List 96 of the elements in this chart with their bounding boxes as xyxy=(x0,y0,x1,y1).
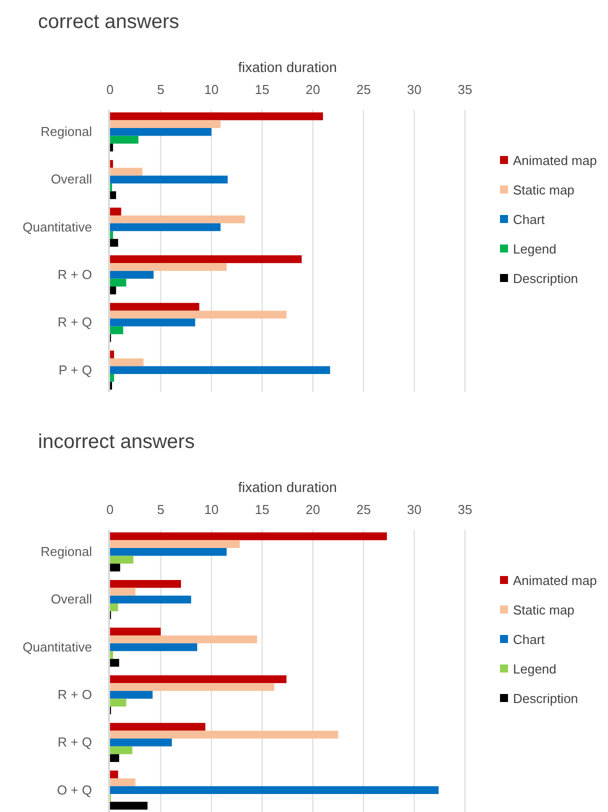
x-tick-label: 15 xyxy=(254,82,270,97)
bar xyxy=(110,603,118,612)
bar xyxy=(110,635,258,644)
bar xyxy=(110,255,302,264)
bar xyxy=(110,191,116,200)
y-tick-label: Quantitative xyxy=(22,219,92,234)
x-tick-label: 25 xyxy=(356,82,371,97)
bar xyxy=(110,596,192,604)
y-tick-label: Overall xyxy=(50,592,92,607)
x-tick-label: 5 xyxy=(157,502,164,517)
bar xyxy=(110,683,274,691)
legend-label: Static map xyxy=(513,602,574,618)
legend-label: Description xyxy=(513,691,578,706)
bar xyxy=(110,302,200,311)
bar xyxy=(110,278,126,287)
bar xyxy=(110,588,136,596)
bar xyxy=(110,722,206,731)
bar xyxy=(110,120,221,128)
bar xyxy=(110,651,114,659)
bar xyxy=(110,580,181,588)
x-tick-label: 15 xyxy=(254,502,270,517)
bar xyxy=(110,778,136,786)
bar xyxy=(110,215,245,224)
bar xyxy=(110,786,439,794)
x-tick-label: 10 xyxy=(204,82,219,97)
bar xyxy=(110,738,172,746)
bar xyxy=(110,690,153,699)
x-axis-title: fixation duration xyxy=(238,59,337,75)
bar xyxy=(110,238,118,247)
x-tick-label: 20 xyxy=(306,502,320,517)
legend-label: Animated map xyxy=(513,153,597,168)
x-tick-label: 0 xyxy=(106,82,114,97)
bar xyxy=(110,176,228,184)
bar xyxy=(110,548,227,556)
bar xyxy=(110,160,114,168)
x-tick-label: 0 xyxy=(106,502,114,517)
bar xyxy=(110,231,114,239)
bar xyxy=(110,628,161,636)
bar xyxy=(110,358,144,366)
y-tick-label: Quantitative xyxy=(22,639,92,654)
y-tick-label: Regional xyxy=(40,544,92,560)
y-tick-label: R + O xyxy=(58,266,92,282)
bar xyxy=(110,263,227,271)
x-tick-label: 30 xyxy=(407,82,422,97)
x-tick-label: 10 xyxy=(204,502,219,517)
bar xyxy=(110,270,154,279)
legend-label: Legend xyxy=(513,242,556,256)
bar xyxy=(110,770,118,778)
x-tick-label: 30 xyxy=(407,502,422,517)
x-axis-title: fixation duration xyxy=(238,479,337,495)
bar xyxy=(110,540,240,548)
bar xyxy=(110,730,338,739)
x-tick-label: 20 xyxy=(306,82,320,97)
bar xyxy=(110,658,120,667)
legend-label: Description xyxy=(513,271,578,286)
bar xyxy=(110,643,198,652)
legend-label: Chart xyxy=(513,632,546,647)
bar xyxy=(110,136,138,144)
bar xyxy=(110,556,134,564)
bar xyxy=(110,112,323,120)
y-tick-label: R + Q xyxy=(58,314,92,330)
bar xyxy=(110,532,387,540)
bar xyxy=(110,223,221,232)
x-tick-label: 35 xyxy=(458,82,472,97)
y-tick-label: R + O xyxy=(58,686,92,702)
bar xyxy=(110,746,132,754)
x-tick-label: 25 xyxy=(356,502,371,517)
legend-label: Legend xyxy=(513,662,556,676)
bar xyxy=(110,754,120,762)
bar xyxy=(110,168,142,176)
y-tick-label: O + Q xyxy=(56,782,92,798)
chart-title: incorrect answers xyxy=(38,431,195,453)
legend-label: Chart xyxy=(513,212,546,227)
bar xyxy=(110,675,286,684)
x-tick-label: 35 xyxy=(458,502,472,517)
legend-label: Static map xyxy=(513,182,574,198)
x-tick-label: 5 xyxy=(157,82,164,97)
y-tick-label: Regional xyxy=(40,124,92,140)
bar xyxy=(110,128,212,136)
bar xyxy=(110,208,122,216)
y-tick-label: Overall xyxy=(50,172,92,187)
bar xyxy=(110,802,148,810)
legend-label: Animated map xyxy=(513,573,597,588)
chart-title: correct answers xyxy=(38,11,180,33)
y-tick-label: P + Q xyxy=(58,362,92,378)
bar xyxy=(110,286,116,294)
y-tick-label: R + Q xyxy=(58,734,92,750)
bar xyxy=(110,374,114,382)
bar xyxy=(110,144,114,152)
bar xyxy=(110,318,196,326)
bar xyxy=(110,366,330,374)
bar xyxy=(110,698,126,707)
bar xyxy=(110,310,286,319)
bar xyxy=(110,350,114,358)
bar xyxy=(110,326,124,334)
bar xyxy=(110,564,120,572)
